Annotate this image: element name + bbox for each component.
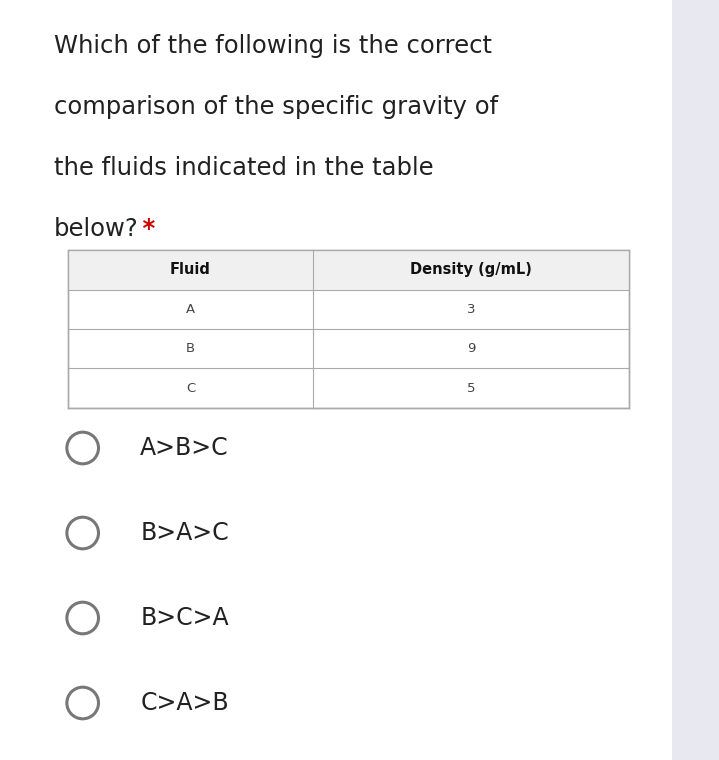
Text: C>A>B: C>A>B [140,691,229,715]
Bar [68,250,629,290]
Text: the fluids indicated in the table: the fluids indicated in the table [54,156,434,180]
Text: B: B [186,342,195,355]
Text: C: C [186,382,195,394]
Text: Fluid: Fluid [170,262,211,277]
Text: below?: below? [54,217,139,241]
Text: comparison of the specific gravity of: comparison of the specific gravity of [54,95,498,119]
Text: A>B>C: A>B>C [140,436,229,460]
Text: 3: 3 [467,302,475,315]
Bar [68,250,629,408]
Text: 9: 9 [467,342,475,355]
Text: Which of the following is the correct: Which of the following is the correct [54,34,492,59]
Text: Density (g/mL): Density (g/mL) [410,262,532,277]
Text: *: * [134,217,155,241]
Text: A: A [186,302,195,315]
Text: 5: 5 [467,382,475,394]
Text: B>A>C: B>A>C [140,521,229,545]
Text: B>C>A: B>C>A [140,606,229,630]
